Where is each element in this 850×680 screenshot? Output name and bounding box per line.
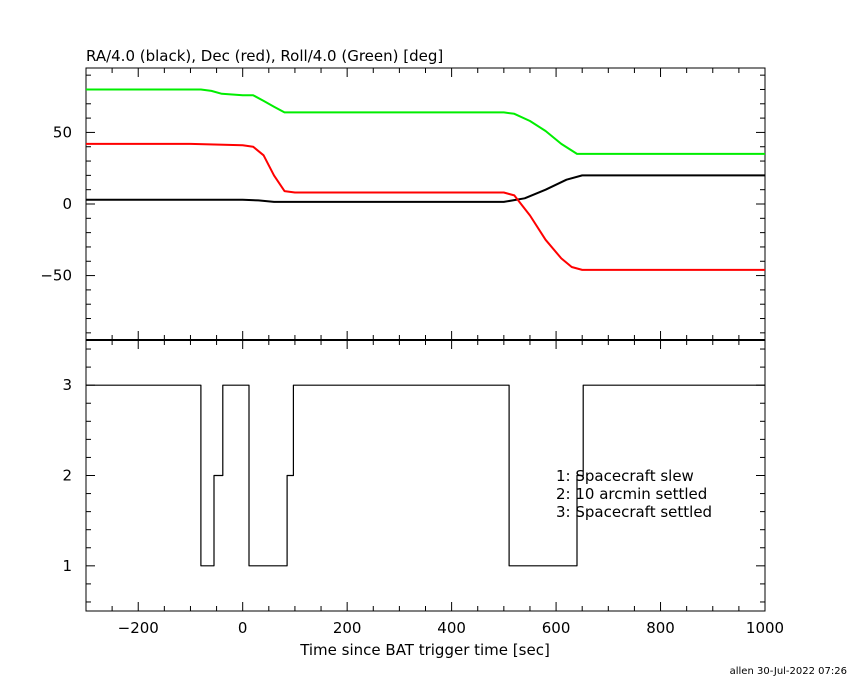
bottom-y-tick-label: 3	[62, 376, 72, 394]
x-tick-label: 200	[333, 619, 362, 637]
x-tick-label: 0	[238, 619, 248, 637]
bottom-series-line-0	[86, 384, 765, 567]
x-axis-label: Time since BAT trigger time [sec]	[299, 641, 550, 659]
top-y-tick-label: 0	[62, 195, 72, 213]
bottom-y-tick-label: 1	[62, 557, 72, 575]
top-y-tick-label: 50	[53, 123, 72, 141]
legend-item-10-arcmin: 2: 10 arcmin settled	[556, 485, 707, 503]
top-axis-ticks: −50 0 50	[40, 68, 766, 340]
bottom-series-group	[86, 384, 765, 567]
x-tick-label: −200	[118, 619, 159, 637]
top-series-line-1	[86, 142, 765, 271]
legend-item-settled: 3: Spacecraft settled	[556, 503, 712, 521]
legend-item-slew: 1: Spacecraft slew	[556, 467, 694, 485]
bottom-y-tick-label: 2	[62, 467, 72, 485]
top-series-line-0	[86, 174, 765, 203]
top-y-tick-label: −50	[40, 267, 72, 285]
x-tick-label: 400	[437, 619, 466, 637]
top-plot-frame	[85, 67, 766, 341]
footer-stamp: allen 30-Jul-2022 07:26	[730, 666, 847, 677]
bottom-axis-ticks: −200 0 200 400 600 800 1000 1 2 3	[62, 340, 784, 637]
x-tick-label: 600	[542, 619, 571, 637]
x-tick-label: 1000	[746, 619, 784, 637]
chart-title: RA/4.0 (black), Dec (red), Roll/4.0 (Gre…	[86, 47, 443, 65]
top-series-line-2	[86, 88, 765, 155]
settle-legend: 1: Spacecraft slew 2: 10 arcmin settled …	[556, 467, 712, 521]
top-series-group	[86, 88, 765, 271]
x-tick-label: 800	[646, 619, 675, 637]
